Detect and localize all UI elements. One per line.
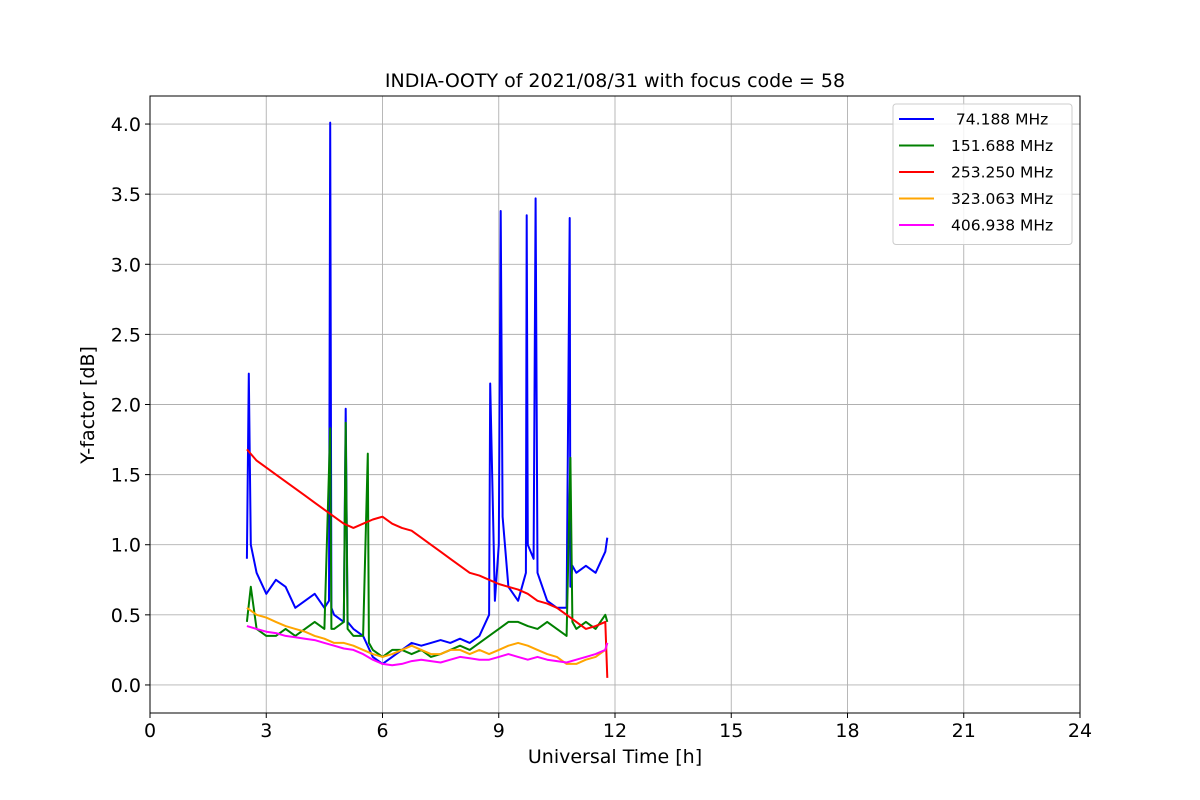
- y-tick-label: 1.5: [111, 465, 141, 487]
- y-tick-label: 3.5: [111, 184, 141, 206]
- y-tick-label: 1.0: [111, 535, 141, 557]
- legend-label: 406.938 MHz: [951, 217, 1053, 235]
- x-axis-label: Universal Time [h]: [528, 746, 702, 768]
- y-tick-label: 3.0: [111, 254, 141, 276]
- x-tick-label: 21: [952, 720, 976, 742]
- x-tick-label: 12: [603, 720, 627, 742]
- y-tick-label: 4.0: [111, 114, 141, 136]
- series-line-3: [246, 606, 609, 665]
- x-tick-label: 15: [719, 720, 743, 742]
- y-tick-label: 2.0: [111, 395, 141, 417]
- x-tick-label: 18: [835, 720, 859, 742]
- axis-ticks: 0 3 6 9 12 15 18 21 24 0.0 0.5 1.0 1.5 2.0 2.5 3.0 3.5 4.…: [111, 114, 1092, 742]
- x-tick-label: 9: [493, 720, 505, 742]
- chart-title: INDIA-OOTY of 2021/08/31 with focus code…: [385, 70, 845, 92]
- x-tick-label: 3: [260, 720, 272, 742]
- x-tick-label: 24: [1068, 720, 1092, 742]
- y-axis-label: Y-factor [dB]: [77, 346, 99, 465]
- x-tick-label: 6: [376, 720, 388, 742]
- y-tick-label: 0.0: [111, 675, 141, 697]
- series-line-2: [246, 448, 609, 678]
- legend: 74.188 MHz 151.688 MHz 253.250 MHz 323.063 …: [892, 103, 1073, 245]
- plot-area: [245, 121, 609, 678]
- legend-label: 151.688 MHz: [951, 137, 1053, 155]
- series-line-0: [245, 121, 609, 665]
- series-line-4: [246, 625, 609, 667]
- legend-box: [892, 103, 1073, 245]
- y-tick-label: 2.5: [111, 324, 141, 346]
- grid: [149, 96, 1081, 713]
- series-line-1: [245, 421, 609, 658]
- legend-label: 74.188 MHz: [951, 111, 1048, 129]
- legend-label: 253.250 MHz: [951, 164, 1053, 182]
- legend-label: 323.063 MHz: [951, 190, 1053, 208]
- y-tick-label: 0.5: [111, 605, 141, 627]
- x-tick-label: 0: [144, 720, 156, 742]
